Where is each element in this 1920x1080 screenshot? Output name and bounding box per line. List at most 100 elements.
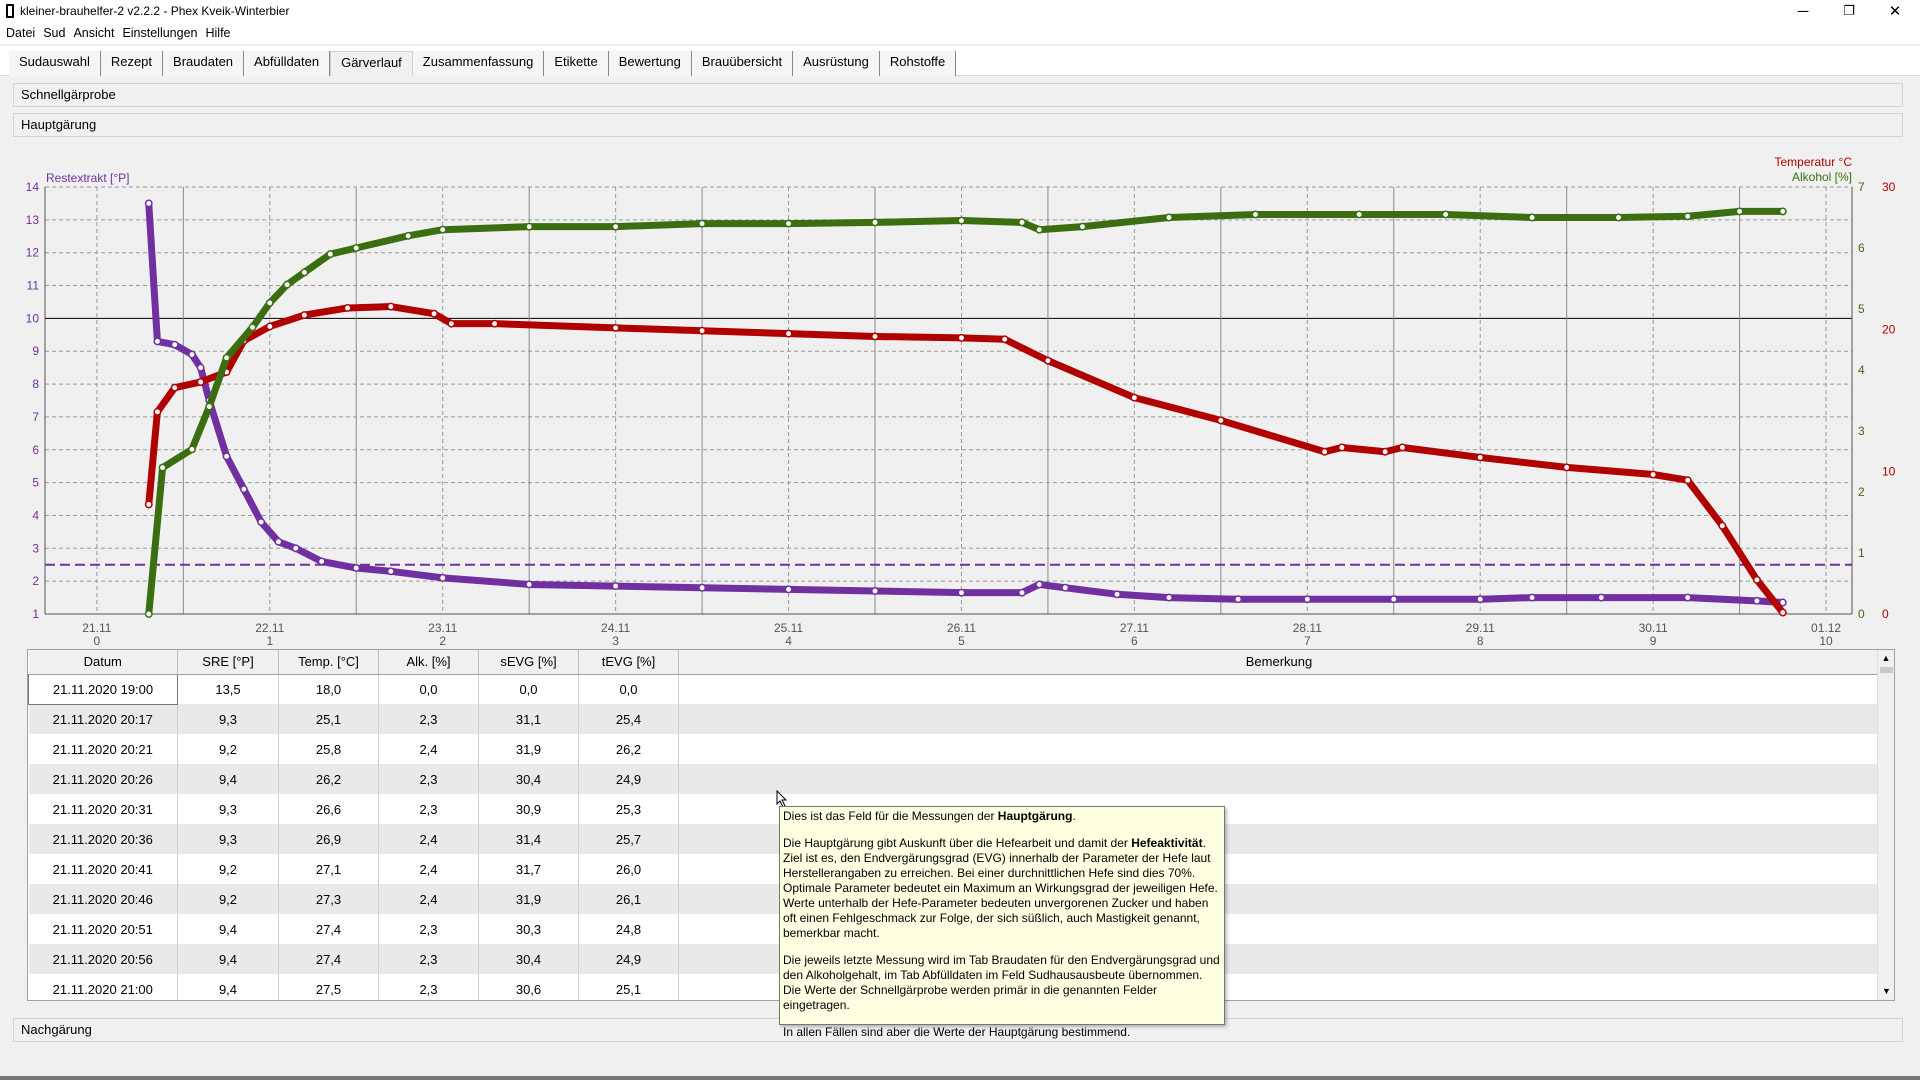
table-cell[interactable]: 2,4 [378,854,479,884]
table-cell[interactable]: 21.11.2020 20:51 [28,914,178,944]
table-row[interactable]: 21.11.2020 20:21 9,2 25,8 2,4 31,9 26,2 [28,734,1880,764]
tab-abfuelldaten[interactable]: Abfülldaten [244,51,331,76]
menu-sud[interactable]: Sud [43,26,66,40]
table-cell[interactable] [678,674,1880,704]
table-row[interactable]: 21.11.2020 19:00 13,5 18,0 0,0 0,0 0,0 [28,673,1880,705]
tab-rezept[interactable]: Rezept [100,51,164,76]
table-cell[interactable]: 30,3 [478,914,579,944]
table-cell[interactable]: 27,5 [278,974,379,1000]
table-cell[interactable]: 2,3 [378,764,479,794]
table-cell[interactable]: 25,1 [278,704,379,734]
header-sevg[interactable]: sEVG [%] [478,650,579,675]
table-cell[interactable]: 21.11.2020 21:00 [28,974,178,1000]
table-cell[interactable]: 25,1 [578,974,679,1000]
table-cell[interactable]: 2,3 [378,704,479,734]
scroll-thumb[interactable] [1880,667,1893,673]
menu-datei[interactable]: Datei [6,26,36,40]
minimize-button[interactable]: ─ [1797,2,1809,20]
table-cell[interactable]: 21.11.2020 19:00 [28,673,178,705]
header-tevg[interactable]: tEVG [%] [578,650,679,675]
section-schnellgaerprobe[interactable]: Schnellgärprobe [13,83,1903,107]
table-cell[interactable]: 30,6 [478,974,579,1000]
tab-brauuebersicht[interactable]: Brauübersicht [691,51,794,76]
table-cell[interactable]: 0,0 [578,674,679,704]
tab-bewertung[interactable]: Bewertung [608,51,692,76]
header-sre[interactable]: SRE [°P] [177,650,279,675]
table-cell[interactable]: 21.11.2020 20:21 [28,734,178,764]
table-cell[interactable]: 24,8 [578,914,679,944]
close-button[interactable]: ✕ [1888,3,1902,20]
table-cell[interactable]: 26,9 [278,824,379,854]
table-cell[interactable]: 25,4 [578,704,679,734]
table-cell[interactable]: 9,4 [177,974,279,1000]
table-cell[interactable]: 21.11.2020 20:46 [28,884,178,914]
tab-rohstoffe[interactable]: Rohstoffe [879,51,957,76]
table-row[interactable]: 21.11.2020 20:26 9,4 26,2 2,3 30,4 24,9 [28,764,1880,794]
table-cell[interactable] [678,704,1880,734]
table-cell[interactable]: 27,4 [278,944,379,974]
tab-zusammenfassung[interactable]: Zusammenfassung [412,51,545,76]
table-row[interactable]: 21.11.2020 20:17 9,3 25,1 2,3 31,1 25,4 [28,704,1880,734]
table-cell[interactable]: 31,9 [478,734,579,764]
header-bemerkung[interactable]: Bemerkung [678,650,1880,675]
table-cell[interactable]: 30,4 [478,944,579,974]
table-cell[interactable]: 9,2 [177,734,279,764]
table-cell[interactable]: 30,9 [478,794,579,824]
tab-braudaten[interactable]: Braudaten [163,51,245,76]
table-cell[interactable]: 26,6 [278,794,379,824]
table-cell[interactable]: 2,3 [378,914,479,944]
table-cell[interactable] [678,764,1880,794]
table-cell[interactable]: 24,9 [578,944,679,974]
header-temp[interactable]: Temp. [°C] [278,650,379,675]
table-cell[interactable] [678,734,1880,764]
table-cell[interactable]: 31,9 [478,884,579,914]
table-cell[interactable]: 25,8 [278,734,379,764]
table-cell[interactable]: 9,3 [177,824,279,854]
table-cell[interactable]: 2,4 [378,824,479,854]
table-scrollbar[interactable]: ▲ ▼ [1877,650,1894,1000]
header-alk[interactable]: Alk. [%] [378,650,479,675]
table-cell[interactable]: 9,3 [177,704,279,734]
table-cell[interactable]: 9,2 [177,884,279,914]
table-cell[interactable]: 26,2 [278,764,379,794]
table-cell[interactable]: 2,3 [378,944,479,974]
table-cell[interactable]: 2,3 [378,974,479,1000]
table-cell[interactable]: 2,4 [378,734,479,764]
table-cell[interactable]: 27,3 [278,884,379,914]
table-cell[interactable]: 9,4 [177,944,279,974]
maximize-button[interactable]: ❐ [1843,3,1855,18]
table-cell[interactable]: 31,7 [478,854,579,884]
table-cell[interactable]: 30,4 [478,764,579,794]
menu-einstellungen[interactable]: Einstellungen [122,26,198,40]
menu-ansicht[interactable]: Ansicht [73,26,115,40]
table-cell[interactable]: 26,2 [578,734,679,764]
table-cell[interactable]: 27,4 [278,914,379,944]
section-hauptgaerung[interactable]: Hauptgärung [13,113,1903,137]
table-cell[interactable]: 9,4 [177,764,279,794]
menu-hilfe[interactable]: Hilfe [205,26,231,40]
table-cell[interactable]: 9,4 [177,914,279,944]
scroll-down-arrow-icon[interactable]: ▼ [1882,986,1891,996]
table-cell[interactable]: 21.11.2020 20:41 [28,854,178,884]
table-cell[interactable]: 25,3 [578,794,679,824]
tab-etikette[interactable]: Etikette [544,51,609,76]
table-cell[interactable]: 9,2 [177,854,279,884]
table-cell[interactable]: 0,0 [378,674,479,704]
table-cell[interactable]: 2,3 [378,794,479,824]
table-cell[interactable]: 21.11.2020 20:31 [28,794,178,824]
tab-ausruestung[interactable]: Ausrüstung [793,51,880,76]
table-cell[interactable]: 9,3 [177,794,279,824]
header-datum[interactable]: Datum [28,650,178,675]
table-cell[interactable]: 21.11.2020 20:17 [28,704,178,734]
table-cell[interactable]: 31,1 [478,704,579,734]
table-cell[interactable]: 21.11.2020 20:36 [28,824,178,854]
table-cell[interactable]: 26,0 [578,854,679,884]
table-cell[interactable]: 27,1 [278,854,379,884]
table-cell[interactable]: 25,7 [578,824,679,854]
table-row[interactable]: 21.11.2020 20:41 9,2 27,1 2,4 31,7 26,0 [28,854,1880,884]
table-cell[interactable]: 26,1 [578,884,679,914]
table-cell[interactable]: 31,4 [478,824,579,854]
table-cell[interactable]: 13,5 [177,674,279,704]
table-cell[interactable]: 0,0 [478,674,579,704]
table-cell[interactable]: 24,9 [578,764,679,794]
